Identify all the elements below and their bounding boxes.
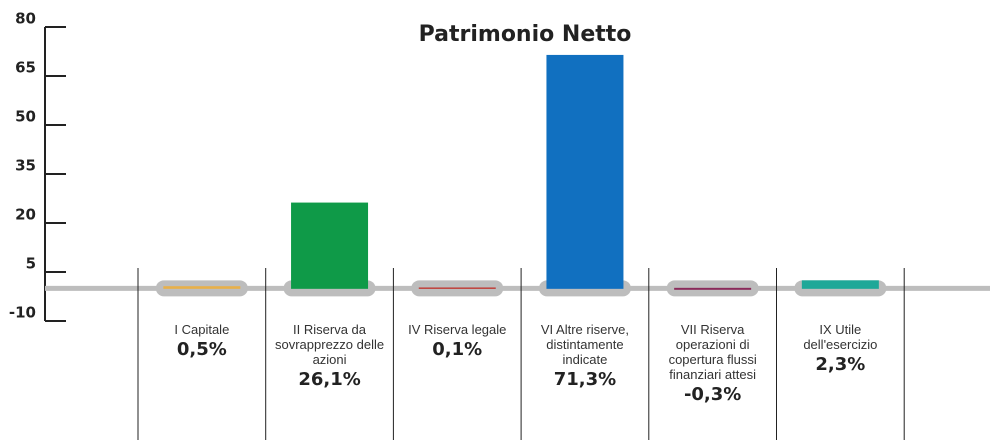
x-tick-label: II Riserva da sovrapprezzo delle azioni — [274, 322, 385, 367]
x-tick-label: IV Riserva legale — [408, 322, 507, 337]
value-label: 0,1% — [432, 339, 483, 360]
x-tick-label: I Capitale — [174, 322, 230, 337]
bar — [546, 54, 624, 289]
value-label: 2,3% — [815, 354, 866, 375]
x-tick-label: VII Riserva operazioni di copertura flus… — [668, 322, 757, 382]
bar — [801, 280, 879, 289]
y-tick-label: 35 — [15, 157, 36, 175]
chart-title: Patrimonio Netto — [419, 22, 632, 47]
bar — [163, 286, 241, 289]
y-tick-label: 5 — [26, 255, 36, 273]
y-tick-label: 20 — [15, 206, 36, 224]
bar — [291, 202, 369, 289]
value-label: 71,3% — [553, 369, 617, 390]
y-tick-label: 80 — [15, 10, 36, 28]
bar — [674, 287, 752, 290]
x-tick-label: VI Altre riserve, distintamente indicate — [540, 322, 629, 367]
y-tick-label: 50 — [15, 108, 36, 126]
value-label: 26,1% — [298, 369, 361, 390]
x-tick-label: IX Utile dell'esercizio — [803, 322, 878, 352]
y-tick-label: 65 — [15, 59, 36, 77]
y-tick-label: -10 — [9, 304, 36, 322]
value-label: 0,5% — [176, 339, 227, 360]
value-label: -0,3% — [683, 384, 742, 405]
